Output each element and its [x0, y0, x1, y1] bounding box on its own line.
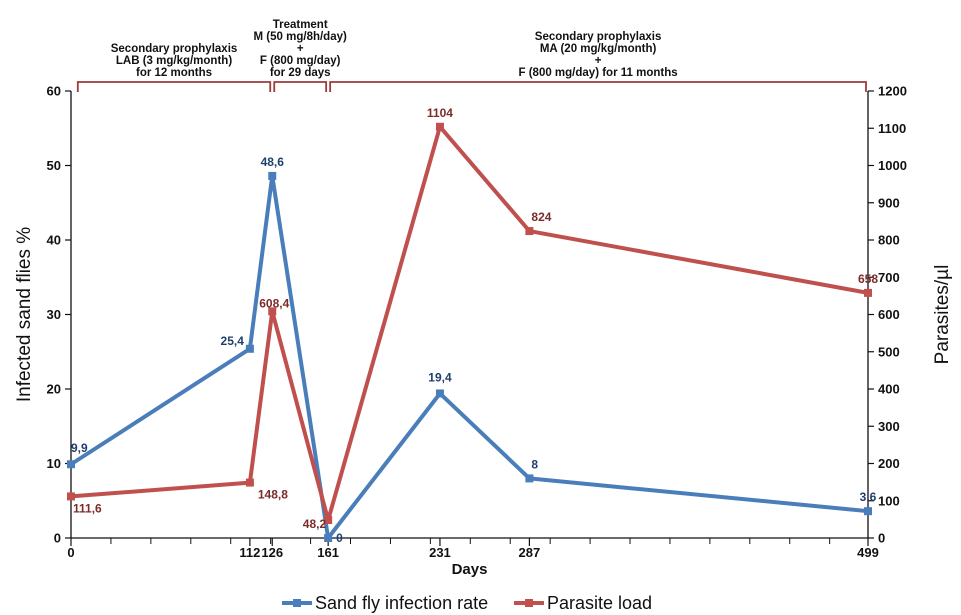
x-tick-label: 287 — [519, 545, 541, 560]
y-right-tick-label: 200 — [878, 456, 900, 471]
y-right-tick-label: 300 — [878, 419, 900, 434]
y-right-tick-label: 400 — [878, 382, 900, 397]
x-tick-label: 126 — [261, 545, 283, 560]
period-text-line: F (800 mg/day) — [260, 55, 341, 67]
data-label: 824 — [531, 210, 551, 224]
y-right-tick-label: 500 — [878, 344, 900, 359]
x-tick-label: 231 — [429, 545, 451, 560]
y-right-tick-label: 1000 — [878, 158, 907, 173]
series-line-parasite-load — [70, 124, 869, 523]
x-tick-label: 0 — [67, 545, 74, 560]
y-right-tick-label: 1200 — [878, 84, 907, 99]
period-text-line: + — [297, 43, 304, 55]
data-point-marker — [245, 478, 254, 487]
legend: Sand fly infection rate Parasite load — [282, 593, 652, 613]
y-left-tick-label: 20 — [47, 382, 61, 397]
x-tick-label: 112 — [239, 545, 260, 560]
y-axis-right-label: Parasites/µl — [932, 265, 953, 365]
data-point-marker — [324, 516, 333, 525]
period-text-line: Secondary prophylaxis — [111, 43, 238, 55]
legend-label: Sand fly infection rate — [315, 593, 488, 613]
period-bracket — [329, 81, 867, 92]
data-label: 608,4 — [259, 296, 289, 310]
period-text-line: M (50 mg/8h/day) — [254, 31, 347, 43]
data-point-marker — [864, 507, 872, 516]
data-point-marker — [67, 492, 75, 501]
axes: 0102030405060010020030040050060070080090… — [47, 84, 907, 561]
y-left-tick-label: 60 — [47, 84, 61, 99]
data-point-marker — [525, 227, 534, 236]
period-text-line: F (800 mg/day) for 11 months — [519, 67, 678, 79]
data-label: 19,4 — [428, 370, 452, 384]
data-point-marker — [268, 307, 277, 316]
data-point-marker — [324, 534, 333, 542]
y-left-tick-label: 50 — [47, 158, 61, 173]
y-right-tick-label: 100 — [878, 493, 900, 508]
period-text-line: for 12 months — [136, 67, 212, 79]
data-point-marker — [435, 122, 444, 131]
data-label: 8 — [531, 457, 538, 471]
data-label: 148,8 — [258, 488, 288, 502]
y-left-tick-label: 30 — [47, 307, 61, 322]
data-label: 3,6 — [860, 490, 877, 504]
data-point-marker — [268, 171, 277, 180]
y-left-tick-label: 40 — [47, 233, 61, 248]
data-label: 111,6 — [73, 501, 102, 515]
period-text-line: for 29 days — [270, 67, 331, 79]
data-label: 658 — [858, 272, 878, 286]
data-point-marker — [245, 344, 254, 353]
period-text-line: LAB (3 mg/kg/month) — [116, 55, 232, 67]
y-right-tick-label: 1100 — [878, 121, 906, 136]
y-axis-left-label: Infected sand flies % — [14, 227, 35, 402]
data-label: 48,6 — [261, 155, 285, 169]
y-right-tick-label: 600 — [878, 307, 900, 322]
data-point-marker — [864, 288, 872, 297]
y-right-tick-label: 800 — [878, 233, 900, 248]
period-text-line: Secondary prophylaxis — [535, 31, 662, 43]
period-text-line: + — [595, 55, 602, 67]
legend-swatch-marker — [293, 599, 301, 607]
period-text-line: MA (20 mg/kg/month) — [540, 43, 657, 55]
x-tick-label: 161 — [317, 545, 339, 560]
data-label: 0 — [336, 531, 343, 545]
period-bracket — [76, 81, 272, 92]
data-label: 48,2 — [303, 517, 327, 531]
series-layer: 9,9 25,4 48,6 0 19,4 8 3,6 111,6 148,8 608,4 48,2 1… — [67, 106, 878, 545]
data-point-marker — [435, 389, 444, 398]
data-label: 9,9 — [71, 441, 88, 455]
x-tick-label: 499 — [857, 545, 879, 560]
data-label: 25,4 — [221, 334, 245, 348]
legend-label: Parasite load — [547, 593, 652, 613]
period-text-line: Treatment — [273, 19, 328, 31]
legend-swatch-marker — [525, 599, 533, 607]
series-line-sand-fly-infection-rate — [69, 173, 869, 540]
data-label: 1104 — [427, 106, 453, 120]
y-left-tick-label: 0 — [54, 531, 61, 546]
y-right-tick-label: 0 — [878, 531, 885, 546]
data-point-marker — [525, 474, 534, 483]
data-point-marker — [67, 460, 75, 469]
y-right-tick-label: 700 — [878, 270, 900, 285]
y-left-tick-label: 10 — [47, 456, 61, 471]
period-bracket — [273, 81, 328, 92]
y-right-tick-label: 900 — [878, 195, 900, 210]
x-axis-label: Days — [452, 561, 488, 578]
